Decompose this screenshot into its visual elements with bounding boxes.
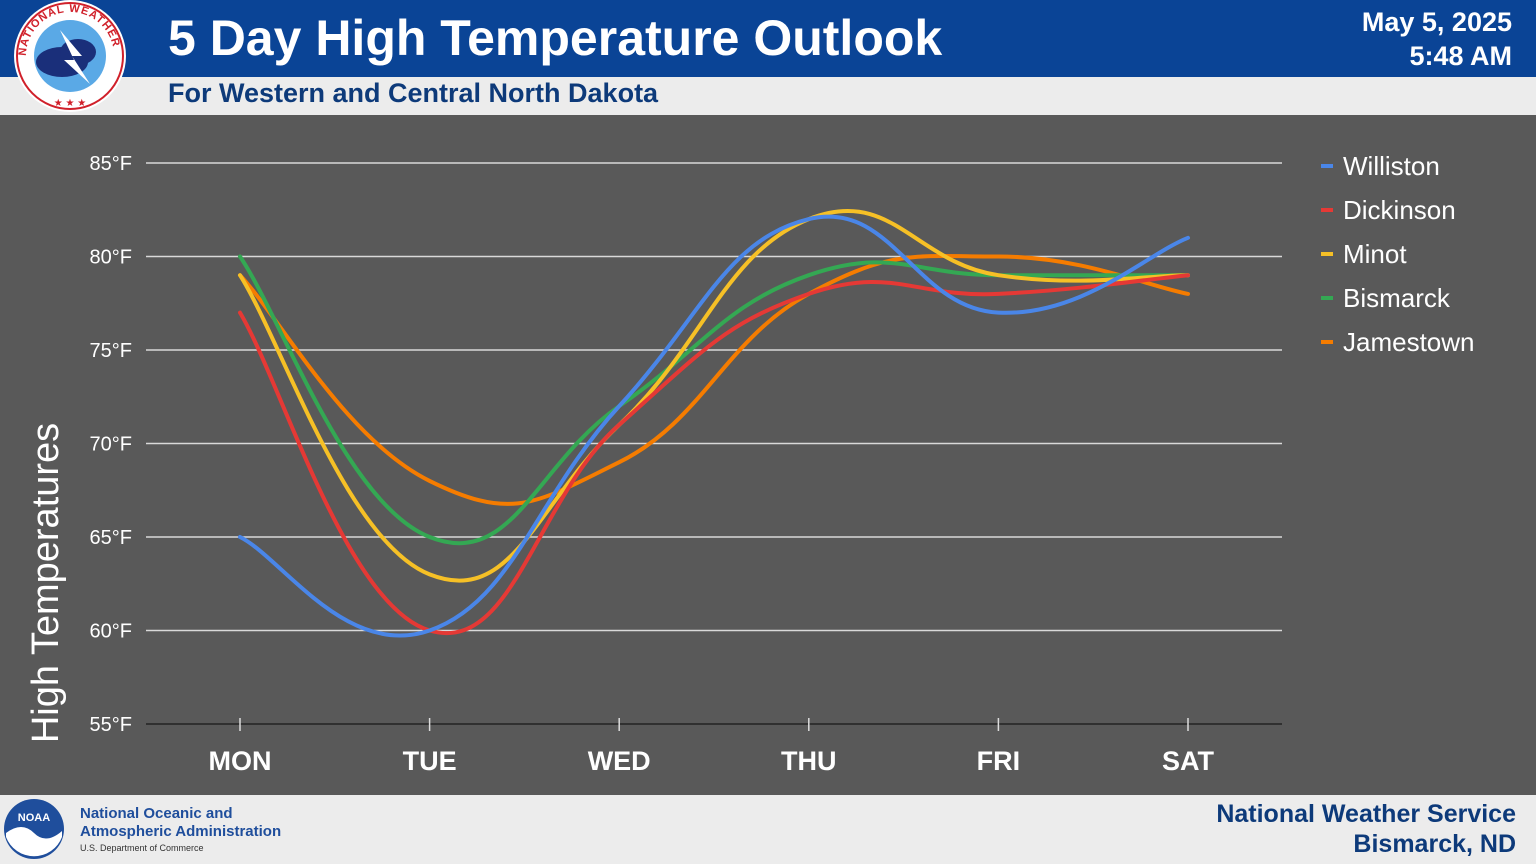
x-tick-label: THU xyxy=(781,746,837,776)
legend-label-williston: Williston xyxy=(1343,151,1440,181)
page-title: 5 Day High Temperature Outlook xyxy=(168,10,943,66)
y-axis-label: High Temperatures xyxy=(25,423,67,743)
legend: Williston Dickinson Minot Bismarck Jamestown xyxy=(1321,151,1475,357)
legend-label-minot: Minot xyxy=(1343,239,1407,269)
series-layer xyxy=(238,209,1190,638)
series-line-williston xyxy=(238,214,1190,638)
noaa-text: National Oceanic and Atmospheric Adminis… xyxy=(80,805,281,853)
legend-label-jamestown: Jamestown xyxy=(1343,327,1475,357)
series-line-dickinson xyxy=(238,273,1190,635)
issue-time: 5:48 AM xyxy=(1409,41,1512,71)
x-tick-label: FRI xyxy=(977,746,1021,776)
temperature-line-chart: 55°F 60°F 65°F 70°F 75°F 80°F 85°F MON TUE WED THU… xyxy=(25,151,1475,776)
chart-area: 55°F 60°F 65°F 70°F 75°F 80°F 85°F MON TUE WED THU… xyxy=(0,115,1536,795)
y-tick-label: 55°F xyxy=(90,714,132,736)
series-line-jamestown xyxy=(238,253,1190,506)
page-subtitle: For Western and Central North Dakota xyxy=(168,78,659,108)
series-line-bismarck xyxy=(238,254,1190,546)
issue-datetime: May 5, 2025 5:48 AM xyxy=(1362,5,1512,73)
y-tick-label: 60°F xyxy=(90,621,132,643)
noaa-name-line1: National Oceanic and xyxy=(80,805,233,822)
noaa-department: U.S. Department of Commerce xyxy=(80,843,204,853)
office-name: National Weather Service xyxy=(1216,800,1516,828)
x-tick-label: MON xyxy=(209,746,272,776)
footer-bar: NOAA National Oceanic and Atmospheric Ad… xyxy=(0,795,1536,864)
y-tick-label: 70°F xyxy=(90,434,132,456)
y-tick-label: 75°F xyxy=(90,340,132,362)
x-tick-label: WED xyxy=(588,746,651,776)
legend-label-bismarck: Bismarck xyxy=(1343,283,1451,313)
office-location: Bismarck, ND xyxy=(1353,830,1516,858)
y-tick-label: 85°F xyxy=(90,153,132,175)
x-tick-label: SAT xyxy=(1162,746,1215,776)
y-tick-label: 80°F xyxy=(90,247,132,269)
nws-logo-icon: NATIONAL WEATHER SERVICE ★ ★ ★ xyxy=(12,0,126,112)
axis-layer: 55°F 60°F 65°F 70°F 75°F 80°F 85°F MON TUE WED THU… xyxy=(90,153,1215,776)
x-tick-label: TUE xyxy=(403,746,457,776)
header-bar xyxy=(0,0,1536,77)
noaa-badge-text: NOAA xyxy=(18,812,50,824)
noaa-name-line2: Atmospheric Administration xyxy=(80,823,282,840)
noaa-logo-icon: NOAA xyxy=(4,799,64,859)
subheader-bar xyxy=(0,77,1536,115)
series-line-minot xyxy=(238,209,1190,583)
legend-label-dickinson: Dickinson xyxy=(1343,195,1456,225)
office-info: National Weather Service Bismarck, ND xyxy=(1216,799,1516,859)
y-tick-label: 65°F xyxy=(90,527,132,549)
grid-layer xyxy=(146,162,1282,725)
issue-date: May 5, 2025 xyxy=(1361,7,1512,37)
svg-text:★ ★ ★: ★ ★ ★ xyxy=(54,98,86,109)
